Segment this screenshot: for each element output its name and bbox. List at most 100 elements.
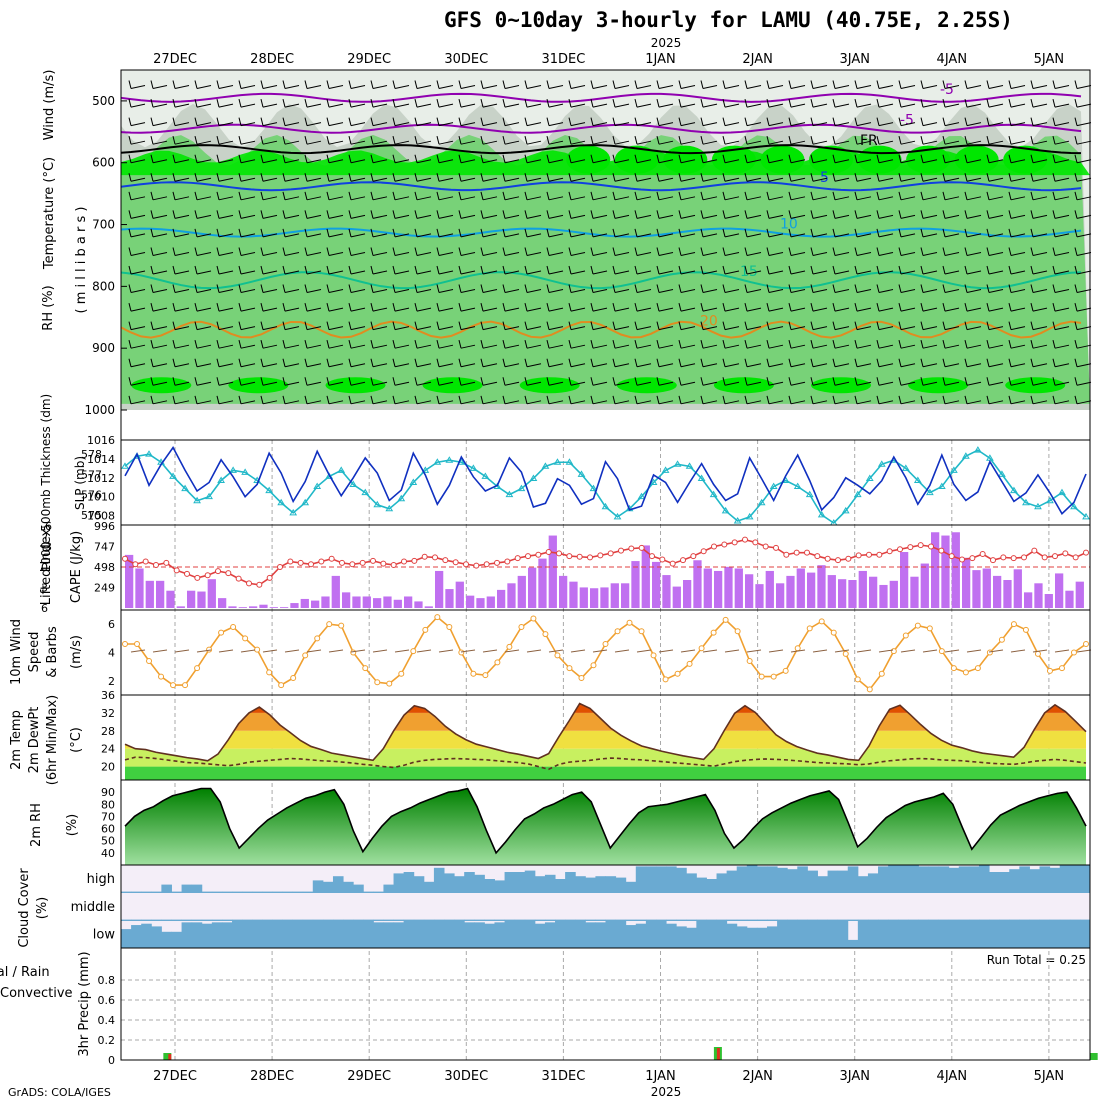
- thickness-line-marker: [445, 456, 454, 463]
- thickness-line-marker: [1058, 488, 1066, 496]
- wind-barb: [152, 159, 168, 164]
- thickness-line-marker: [697, 474, 706, 481]
- wind-barb: [942, 173, 946, 182]
- wind-barb: [326, 358, 330, 367]
- cape-bar: [125, 554, 134, 608]
- temp-line: [124, 702, 1087, 762]
- cloud-low-bar: [232, 921, 243, 948]
- cloud-low-bar: [433, 921, 445, 948]
- wind-barb: [766, 302, 770, 312]
- wind-barb: [790, 289, 806, 294]
- temperature-contour: [120, 123, 1082, 134]
- wind-speed-line-marker: [674, 670, 681, 677]
- wind-barb: [636, 85, 652, 90]
- cloud-high-bar: [999, 872, 1010, 893]
- wind-barb: [240, 344, 256, 349]
- wind-barb: [942, 377, 946, 386]
- cape-bar: [311, 600, 320, 608]
- cloud-middle-bar: [413, 919, 425, 921]
- cape-bar: [218, 598, 227, 608]
- cape-bar: [703, 568, 712, 608]
- wind10m-barb: [834, 649, 850, 653]
- wind-barb: [218, 103, 234, 108]
- cape-bar: [259, 604, 268, 608]
- wind-barb: [900, 103, 916, 108]
- lifted-index-line-marker: [762, 543, 769, 550]
- wind-barb: [812, 381, 828, 386]
- cape-bar: [455, 581, 464, 608]
- wind-barb: [194, 377, 198, 386]
- wind-barb: [1032, 270, 1048, 275]
- lifted-index-line-marker: [680, 557, 686, 564]
- wind-barb: [834, 251, 850, 256]
- lifted-index-line-marker: [1010, 555, 1017, 562]
- wind-barb: [614, 251, 630, 256]
- cloud-low-bar: [343, 921, 354, 948]
- wind-barb: [1010, 363, 1026, 368]
- wind-barb: [1010, 270, 1026, 275]
- cloud-low-bar: [1069, 921, 1081, 948]
- wind-barb: [592, 85, 608, 90]
- wind-barb: [326, 302, 330, 312]
- wind-barb: [218, 159, 234, 164]
- cloud-middle-bar: [555, 919, 566, 921]
- wind-barb: [634, 340, 638, 349]
- wind-barb: [700, 247, 704, 256]
- wind-barb: [790, 363, 806, 368]
- wind-speed-line-marker: [650, 652, 657, 659]
- wind-barb: [392, 228, 396, 238]
- temperature-contour-label: 10: [780, 217, 798, 233]
- wind-barb: [812, 344, 828, 349]
- wind-barb: [746, 270, 762, 275]
- temperature-contour-label: -5: [900, 113, 914, 129]
- wind-barb: [326, 377, 330, 386]
- wind-barb: [548, 307, 564, 312]
- rh-tick-label: 80: [101, 798, 115, 811]
- wind-barb: [790, 103, 806, 108]
- wind-barb: [900, 326, 916, 331]
- wind-barb: [658, 270, 674, 275]
- lifted-index-line-marker: [452, 559, 459, 566]
- cloud-middle-bar: [686, 919, 697, 921]
- wind-barb: [238, 228, 242, 238]
- wind-barb: [350, 177, 366, 182]
- wind-barb: [194, 358, 198, 367]
- wind-barb: [722, 191, 726, 200]
- wind-barb: [128, 358, 132, 367]
- wind-speed-line-marker: [914, 622, 921, 629]
- wind-barb: [920, 117, 924, 126]
- lifted-index-line-marker: [897, 546, 903, 553]
- wind-barb: [790, 381, 806, 386]
- wind-barb: [436, 284, 440, 293]
- wind-barb: [788, 228, 792, 238]
- wind-barb: [1030, 136, 1034, 145]
- pressure-tick-label: 1000: [84, 403, 115, 417]
- wind-barb: [592, 344, 608, 349]
- wind10m-barb: [746, 649, 762, 653]
- thickness-tick-label: 575: [81, 509, 102, 522]
- wind-barb: [414, 358, 418, 367]
- wind-barb: [284, 85, 300, 90]
- lifted-index-line-marker: [142, 558, 149, 565]
- wind-barb: [504, 140, 520, 145]
- wind-barb: [854, 80, 858, 89]
- wind-barb: [876, 265, 880, 275]
- lifted-index-line-marker: [1052, 553, 1058, 560]
- wind-barb: [260, 154, 264, 163]
- wind-barb: [524, 284, 528, 293]
- cloud-low-bar: [181, 922, 193, 948]
- cloud-low-bar: [393, 922, 405, 948]
- temp-ylabel-3: (6hr Min/Max): [45, 695, 60, 785]
- wind-barb: [416, 307, 432, 312]
- wind-barb: [812, 196, 828, 201]
- wind-barb: [282, 358, 286, 367]
- wind-barb: [744, 210, 748, 219]
- wind-barb: [702, 140, 718, 145]
- wind-barb: [832, 228, 836, 238]
- wind-barb: [282, 228, 286, 238]
- slp-tick-label: 1012: [87, 472, 115, 485]
- cloud-high-bar: [736, 866, 748, 893]
- thickness-line: [124, 449, 1087, 525]
- wind-barb: [722, 265, 726, 275]
- wind-barb: [856, 233, 872, 238]
